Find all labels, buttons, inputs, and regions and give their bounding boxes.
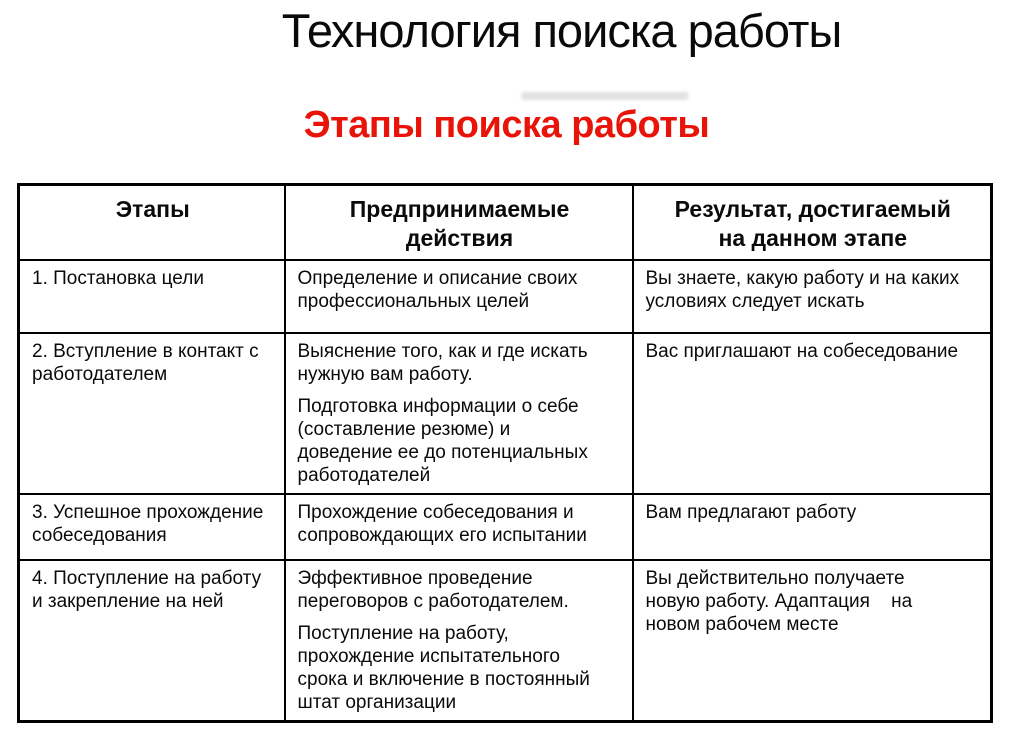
page-subtitle: Этапы поиска работы <box>303 104 710 146</box>
header-cell-actions: Предпринимаемые действия <box>283 183 634 261</box>
result-cell: Вы знаете, какую работу и на каких услов… <box>631 259 993 334</box>
header-cell-stages: Этапы <box>17 183 286 261</box>
table-header-row: Этапы Предпринимаемые действия Результат… <box>17 183 993 261</box>
result-cell: Вас приглашают на собеседование <box>631 332 993 495</box>
table-row: 3. Успешное прохождение собеседования Пр… <box>17 493 993 561</box>
stage-cell: 4. Поступление на работу и закрепление н… <box>17 559 286 723</box>
table-row: 4. Поступление на работу и закрепление н… <box>17 559 993 723</box>
cell-paragraph: Выяснение того, как и где искать нужную … <box>297 341 588 385</box>
cell-paragraph: Вы действительно получаете новую работу.… <box>645 568 913 635</box>
table-row: 2. Вступление в контакт с работодателем … <box>17 332 993 495</box>
table-row: 1. Постановка цели Определение и описани… <box>17 259 993 334</box>
actions-cell: Эффективное проведение переговоров с раб… <box>283 559 634 723</box>
slide-page: Технология поиска работы Этапы поиска ра… <box>0 4 1013 747</box>
cell-paragraph: Поступление на работу, прохождение испыт… <box>297 623 590 713</box>
cell-paragraph: Вам предлагают работу <box>645 502 857 523</box>
cell-paragraph: 2. Вступление в контакт с работодателем <box>32 341 259 385</box>
cell-paragraph: Подготовка информации о себе (составлени… <box>297 396 588 486</box>
cell-paragraph: Определение и описание своих профессиона… <box>297 268 578 312</box>
cell-paragraph: Эффективное проведение переговоров с раб… <box>297 568 569 612</box>
cell-paragraph: 3. Успешное прохождение собеседования <box>32 502 264 546</box>
actions-cell: Определение и описание своих профессиона… <box>283 259 634 334</box>
result-cell: Вы действительно получаете новую работу.… <box>631 559 993 723</box>
actions-cell: Выяснение того, как и где искать нужную … <box>283 332 634 495</box>
cell-paragraph: 4. Поступление на работу и закрепление н… <box>32 568 262 612</box>
actions-cell: Прохождение собеседования и сопровождающ… <box>283 493 634 561</box>
cell-paragraph: Вас приглашают на собеседование <box>645 341 959 362</box>
cell-paragraph: Вы знаете, какую работу и на каких услов… <box>645 268 960 312</box>
cell-paragraph: 1. Постановка цели <box>32 268 204 289</box>
header-cell-results: Результат, достигаемый на данном этапе <box>631 183 993 261</box>
cell-paragraph: Прохождение собеседования и сопровождающ… <box>297 502 587 546</box>
faded-text-artifact <box>521 92 689 100</box>
result-cell: Вам предлагают работу <box>631 493 993 561</box>
stage-cell: 2. Вступление в контакт с работодателем <box>17 332 286 495</box>
page-title: Технология поиска работы <box>281 4 842 57</box>
stage-cell: 3. Успешное прохождение собеседования <box>17 493 286 561</box>
job-search-stages-table: Этапы Предпринимаемые действия Результат… <box>17 183 993 723</box>
stage-cell: 1. Постановка цели <box>17 259 286 334</box>
